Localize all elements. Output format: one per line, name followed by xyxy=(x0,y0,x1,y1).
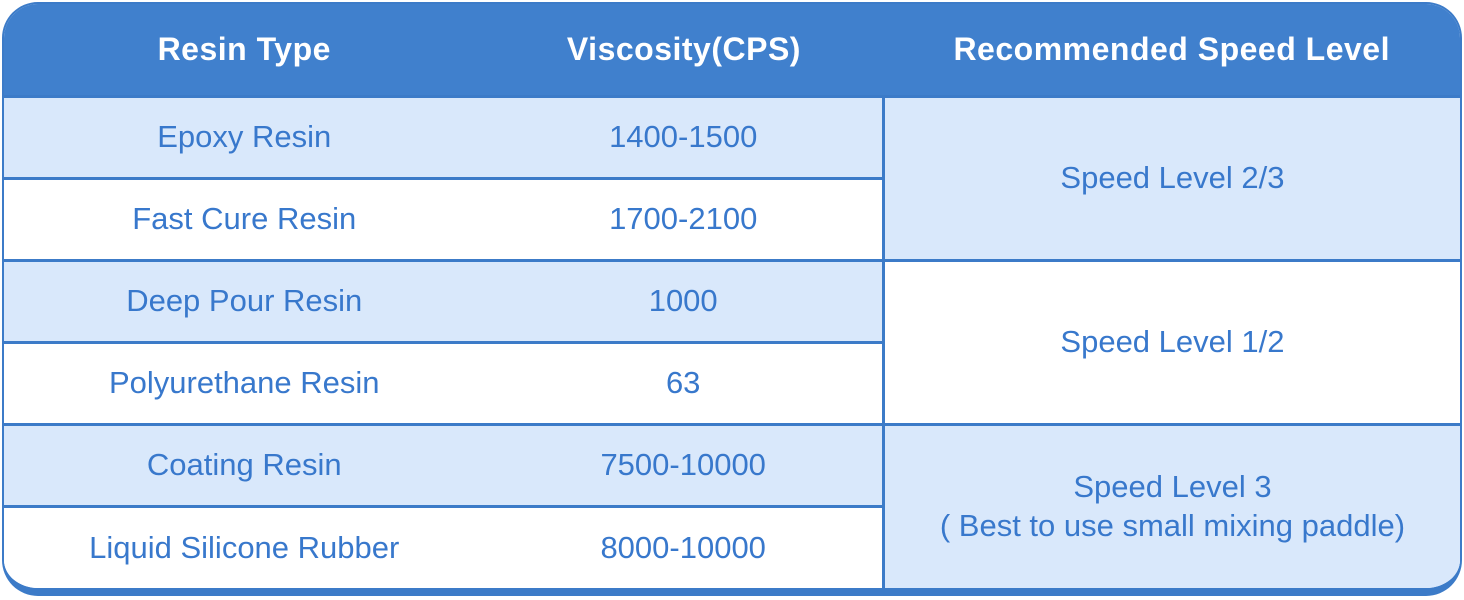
viscosity-cell: 8000-10000 xyxy=(484,504,884,588)
viscosity-cell: 1400-1500 xyxy=(484,94,884,178)
speed-level-cell-group-2: Speed Level 1/2 xyxy=(881,258,1460,424)
resin-type-cell: Coating Resin xyxy=(4,422,485,506)
table-row-deep-pour-resin: Deep Pour Resin 1000 Speed Level 1/2 xyxy=(4,258,1460,424)
speed-level-label: Speed Level 2/3 xyxy=(1060,159,1285,195)
resin-type-cell: Polyurethane Resin xyxy=(4,340,485,424)
table-row-polyurethane-resin: Polyurethane Resin 63 xyxy=(4,340,1460,424)
resin-speed-table-grid: Resin Type Viscosity(CPS) Recommended Sp… xyxy=(4,4,1460,588)
table-row-coating-resin: Coating Resin 7500-10000 Speed Level 3 (… xyxy=(4,422,1460,588)
viscosity-cell: 7500-10000 xyxy=(484,422,884,506)
speed-level-label: Speed Level 3 xyxy=(1073,469,1272,504)
viscosity-cell: 1700-2100 xyxy=(484,176,884,260)
viscosity-cell: 1000 xyxy=(484,258,884,342)
resin-type-cell: Liquid Silicone Rubber xyxy=(4,504,485,588)
header-row: Resin Type Viscosity(CPS) Recommended Sp… xyxy=(4,4,1460,96)
col-header-viscosity: Viscosity(CPS) xyxy=(484,4,884,96)
resin-type-cell: Fast Cure Resin xyxy=(4,176,485,260)
speed-level-cell-group-1: Speed Level 2/3 xyxy=(881,94,1460,260)
resin-type-cell: Deep Pour Resin xyxy=(4,258,485,342)
table-row-fast-cure-resin: Fast Cure Resin 1700-2100 xyxy=(4,176,1460,260)
speed-level-label: Speed Level 1/2 xyxy=(1060,323,1285,359)
speed-level-note: ( Best to use small mixing paddle) xyxy=(939,507,1406,543)
table-row-epoxy-resin: Epoxy Resin 1400-1500 Speed Level 2/3 xyxy=(4,94,1460,260)
table-row-liquid-silicone-rubber: Liquid Silicone Rubber 8000-10000 xyxy=(4,504,1460,588)
resin-type-cell: Epoxy Resin xyxy=(4,94,485,178)
col-header-recommended-speed: Recommended Speed Level xyxy=(883,4,1460,96)
viscosity-cell: 63 xyxy=(484,340,884,424)
col-header-resin-type: Resin Type xyxy=(4,4,485,96)
speed-level-cell-group-3: Speed Level 3 ( Best to use small mixing… xyxy=(881,422,1460,588)
